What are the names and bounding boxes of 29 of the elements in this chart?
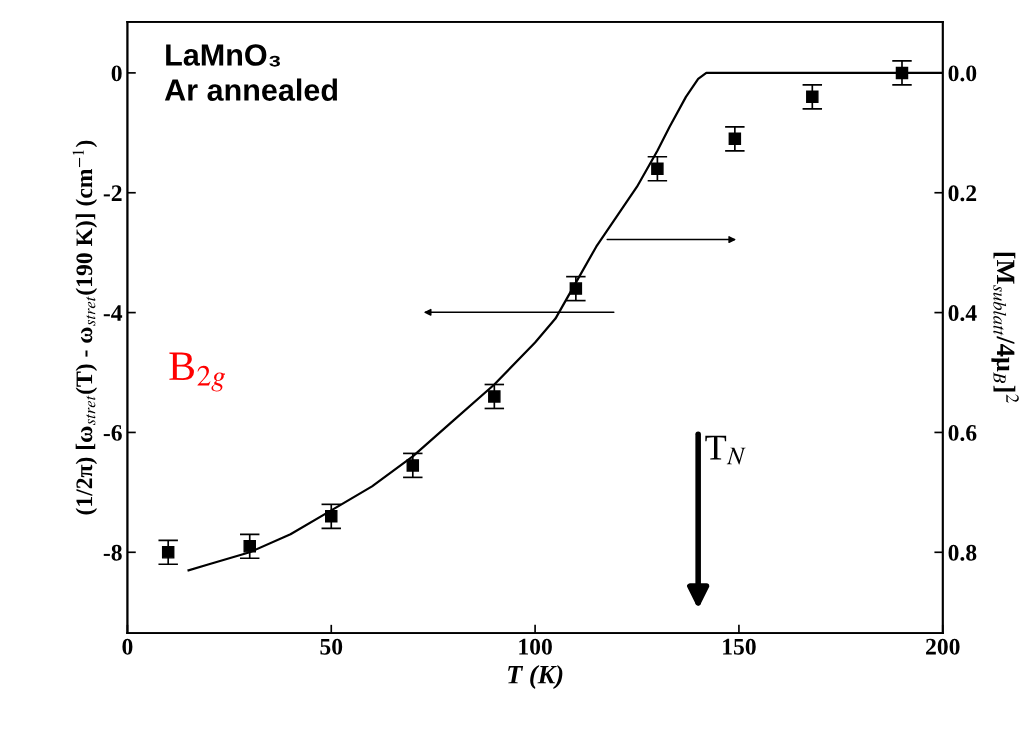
y-tick-label: -4: [103, 305, 123, 321]
y2-axis-title: [M$_{sublatt}$/4μ$_{B}$]$^{2}$: [991, 252, 1019, 403]
y2-tick-label: 0.0: [948, 65, 977, 82]
point: [161, 546, 175, 559]
x-tick-label: 150: [723, 638, 756, 655]
point: [806, 90, 819, 104]
x-axis-title: T (K): [508, 665, 563, 689]
x-tick-label: 200: [926, 638, 960, 655]
x-tick-label: 0: [122, 638, 133, 655]
annotation: LaMnO₃ Ar annealed: [164, 44, 338, 101]
point: [406, 459, 420, 472]
y-axis-title: (1/2π) [ω$_{stret}$(T) - ω$_{stret}$(190 K)] (cm$^{−1}$): [72, 140, 98, 515]
annotation: B$_{2g}$: [169, 352, 225, 392]
y2-tick-label: 0.6: [948, 424, 977, 441]
y-tick-label: -2: [103, 185, 122, 201]
point: [325, 510, 338, 523]
y-tick-label: -8: [103, 544, 122, 561]
point: [243, 540, 256, 553]
y2-tick-label: 0.8: [948, 544, 977, 561]
point: [651, 162, 664, 176]
point: [488, 390, 501, 403]
y-tick-label: 0: [111, 65, 122, 82]
annotation: T$_{N}$: [705, 435, 746, 465]
point: [728, 132, 742, 146]
y2-tick-label: 0.4: [948, 305, 977, 322]
y-tick-label: -6: [103, 424, 122, 441]
y2-tick-label: 0.2: [948, 185, 977, 202]
x-tick-label: 50: [320, 638, 343, 655]
x-tick-label: 100: [519, 638, 552, 655]
